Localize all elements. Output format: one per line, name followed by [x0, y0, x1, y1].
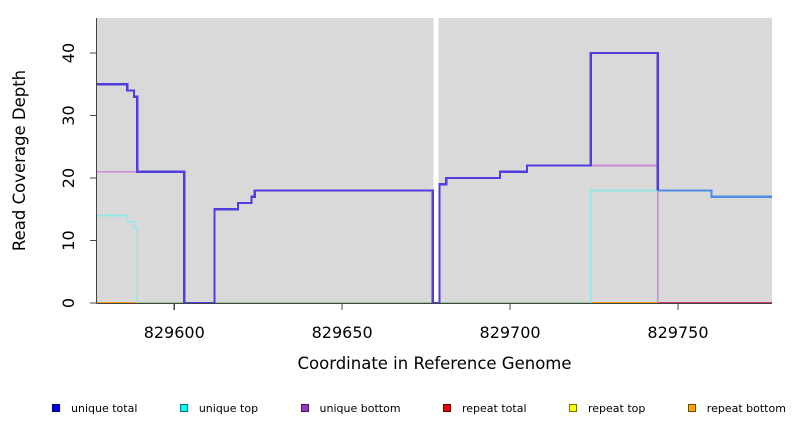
- y-tick-label: 30: [59, 105, 78, 125]
- legend-item-unique-bottom: unique bottom: [300, 401, 401, 415]
- legend-label: unique total: [71, 401, 138, 415]
- x-tick-label: 829700: [480, 323, 541, 342]
- series-line-unique-total-right: [657, 189, 772, 198]
- legend-swatch-icon: [300, 404, 309, 412]
- legend-swatch-icon: [179, 404, 188, 412]
- coverage-plot: 829600 829650 829700 829750 0 10 20 30 40 Coordi…: [10, 18, 772, 373]
- legend-swatch-icon: [568, 404, 577, 412]
- legend: unique total unique top unique bottom repea…: [52, 399, 786, 417]
- series-line-unique-total: [97, 51, 659, 305]
- y-tick-label: 20: [59, 168, 78, 188]
- legend-swatch-icon: [687, 404, 696, 412]
- legend-item-repeat-total: repeat total: [443, 402, 527, 415]
- x-tick-label: 829650: [312, 323, 373, 342]
- legend-item-unique-top: unique top: [179, 401, 259, 415]
- y-tick-label: 0: [59, 298, 78, 308]
- legend-item-unique-total: unique total: [52, 402, 137, 415]
- legend-swatch-icon: [52, 404, 60, 412]
- legend-label: unique top: [198, 401, 259, 415]
- x-tick-label: 829600: [144, 323, 205, 342]
- legend-label: repeat total: [462, 401, 527, 415]
- y-tick-label: 40: [59, 43, 78, 63]
- legend-swatch-icon: [443, 404, 451, 412]
- missing-data-gap: [433, 18, 439, 303]
- x-tick-label: 829750: [647, 323, 708, 342]
- series-line-unique-top-right: [589, 189, 662, 303]
- legend-item-repeat-bottom: repeat bottom: [687, 401, 786, 415]
- legend-label: repeat bottom: [706, 401, 786, 415]
- y-tick-label: 10: [59, 230, 78, 250]
- legend-label: repeat top: [587, 401, 646, 415]
- y-axis-title: Read Coverage Depth: [10, 70, 29, 251]
- legend-label: unique bottom: [319, 401, 401, 415]
- x-axis-title: Coordinate in Reference Genome: [297, 354, 571, 373]
- coverage-plot-area: 829600 829650 829700 829750 0 10 20 30 40 Coordi…: [10, 18, 772, 373]
- legend-item-repeat-top: repeat top: [568, 401, 646, 415]
- series-line-unique-top-left: [97, 214, 139, 303]
